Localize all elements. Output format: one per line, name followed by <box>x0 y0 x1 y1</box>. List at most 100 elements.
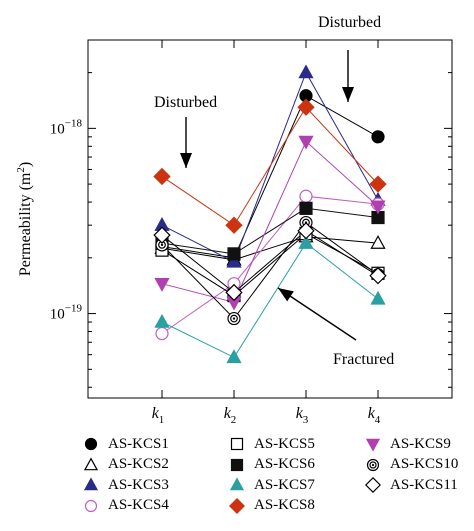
series-line-as-kcs2 <box>161 236 379 261</box>
legend: AS-KCS1 AS-KCS2 AS-KCS3 AS-KCS4 AS-KCS5 AS-KC… <box>0 430 474 530</box>
arrow-fractured <box>277 287 357 341</box>
data-point-as-kcs9 <box>298 135 314 150</box>
legend-marker <box>84 499 98 512</box>
legend-marker <box>84 437 98 451</box>
data-point-as-kcs11 <box>369 267 387 285</box>
arrow-disturbed-top <box>342 50 354 102</box>
legend-marker-shape <box>365 477 381 493</box>
data-point-as-kcs3 <box>226 253 242 268</box>
x-tick-label: k3 <box>296 405 309 426</box>
series-line-as-kcs7 <box>161 242 379 359</box>
marker-dot <box>371 463 375 466</box>
data-point-as-kcs4 <box>299 189 313 203</box>
arrow-disturbed-left <box>180 117 192 168</box>
legend-marker <box>366 458 380 471</box>
legend-marker <box>230 437 244 451</box>
marker-dot <box>232 317 236 320</box>
legend-label: AS-KCS1 <box>108 435 169 452</box>
annotation-disturbed-top: Disturbed <box>318 14 381 31</box>
arrow-head <box>180 153 192 168</box>
data-point-as-kcs7 <box>370 290 386 305</box>
data-point-as-kcs6 <box>299 201 313 215</box>
legend-label: AS-KCS7 <box>254 476 315 493</box>
series-line-as-kcs3 <box>161 71 379 263</box>
series-line-as-kcs6 <box>161 207 379 255</box>
legend-marker-shape <box>229 497 245 514</box>
data-point-as-kcs1 <box>371 130 385 144</box>
marker-dot <box>160 243 164 247</box>
data-point-as-kcs9 <box>370 200 386 215</box>
series-points-as-kcs7 <box>154 235 386 364</box>
chart-svg: 10−18 10−19 Permeability (m2) k1 k2 k3 k4 Distu… <box>15 14 453 426</box>
annotation-fractured: Fractured <box>333 351 394 368</box>
legend-marker <box>229 477 245 491</box>
legend-marker-shape <box>366 458 380 471</box>
annotation-disturbed-left: Disturbed <box>154 94 217 111</box>
legend-marker <box>365 477 381 493</box>
legend-item-as-kcs1: AS-KCS1 <box>80 434 169 454</box>
legend-item-as-kcs4: AS-KCS4 <box>80 496 169 516</box>
legend-marker-shape <box>83 456 99 470</box>
legend-marker-shape <box>230 458 244 471</box>
legend-marker <box>83 456 99 470</box>
x-tick-label: k2 <box>224 405 237 426</box>
legend-label: AS-KCS4 <box>108 497 169 513</box>
x-tick-label: k4 <box>368 405 381 426</box>
legend-item-as-kcs10: AS-KCS10 <box>362 455 458 475</box>
data-point-as-kcs7 <box>154 313 170 328</box>
legend-marker-shape <box>84 437 98 451</box>
data-point-as-kcs11 <box>153 226 171 244</box>
data-point-as-kcs8 <box>153 167 171 186</box>
data-point-as-kcs9 <box>154 277 170 292</box>
legend-item-as-kcs9: AS-KCS9 <box>362 434 451 454</box>
legend-label: AS-KCS5 <box>254 435 315 452</box>
y-axis-label: Permeability (m2) <box>15 162 34 276</box>
data-point-as-kcs6 <box>227 247 241 261</box>
data-point-as-kcs7 <box>298 235 314 249</box>
legend-item-as-kcs8: AS-KCS8 <box>226 496 315 516</box>
arrow-head <box>278 288 294 302</box>
series-line-as-kcs10 <box>161 221 379 320</box>
legend-marker-shape <box>230 437 244 451</box>
data-point-as-kcs8 <box>297 98 315 116</box>
legend-item-as-kcs3: AS-KCS3 <box>80 475 169 495</box>
legend-label: AS-KCS3 <box>108 476 169 493</box>
data-point-as-kcs4 <box>155 326 169 341</box>
legend-label: AS-KCS10 <box>390 456 459 472</box>
series-line-as-kcs4 <box>161 195 379 334</box>
legend-item-as-kcs2: AS-KCS2 <box>80 455 169 475</box>
legend-marker-shape <box>229 477 245 491</box>
legend-marker <box>230 458 244 471</box>
y-tick-label: 10−19 <box>50 303 83 323</box>
series-line-as-kcs11 <box>161 230 379 294</box>
legend-item-as-kcs6: AS-KCS6 <box>226 455 315 475</box>
data-point-as-kcs7 <box>226 349 242 364</box>
arrow-head <box>342 87 354 102</box>
legend-label: AS-KCS6 <box>254 456 315 472</box>
x-tick-label: k1 <box>152 405 165 426</box>
arrow-shaft <box>277 287 357 341</box>
series-line-as-kcs9 <box>161 140 379 303</box>
legend-marker <box>83 477 99 491</box>
legend-marker-shape <box>365 438 381 452</box>
legend-marker <box>229 497 245 514</box>
legend-marker-shape <box>83 477 99 491</box>
series-points-as-kcs8 <box>153 98 387 234</box>
legend-label: AS-KCS8 <box>254 497 315 513</box>
data-point-as-kcs8 <box>225 216 243 234</box>
legend-marker-shape <box>84 499 98 512</box>
legend-label: AS-KCS11 <box>390 476 458 493</box>
data-point-as-kcs11 <box>225 283 243 302</box>
series-line-as-kcs8 <box>161 106 379 226</box>
series-line-as-kcs1 <box>161 95 379 259</box>
data-point-as-kcs10 <box>227 311 241 326</box>
plot-frame <box>87 39 453 399</box>
legend-item-as-kcs7: AS-KCS7 <box>226 475 315 495</box>
data-point-as-kcs11 <box>297 222 315 240</box>
legend-item-as-kcs5: AS-KCS5 <box>226 434 315 454</box>
data-point-as-kcs2 <box>370 235 386 249</box>
data-point-as-kcs3 <box>298 64 314 79</box>
legend-marker <box>365 438 381 452</box>
legend-label: AS-KCS9 <box>390 435 451 452</box>
series-points-as-kcs11 <box>153 222 387 302</box>
